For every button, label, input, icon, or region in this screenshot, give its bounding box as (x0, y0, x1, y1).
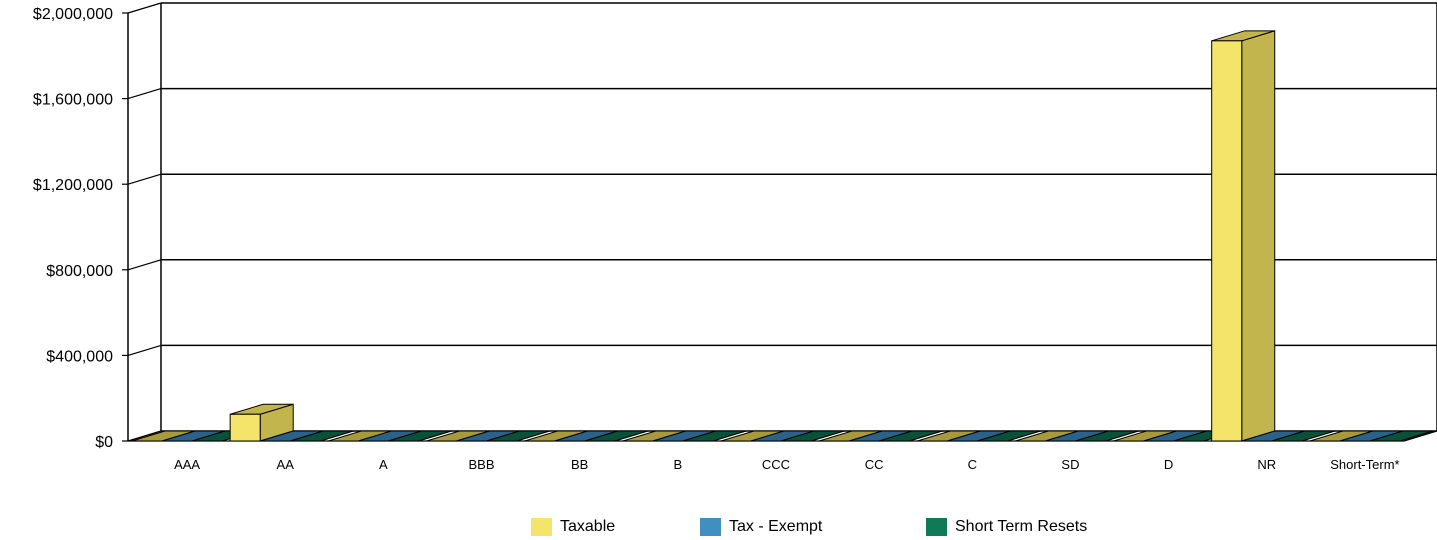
chart-walls (127, 3, 1437, 441)
floor-right-edge (1403, 430, 1437, 442)
gridline-depth (127, 173, 162, 185)
y-tick-label: $0 (95, 434, 113, 451)
bar-top (1369, 430, 1434, 442)
legend-label-short-term-resets: Short Term Resets (955, 518, 1088, 535)
bar-top (290, 430, 354, 442)
x-tick-label: C (968, 457, 977, 472)
x-tick-label: AA (277, 457, 295, 472)
x-axis-ticks: AAA AA A BBB BB B CCC CC C SD D NR Short-Term* (174, 457, 1400, 472)
gridline-depth (127, 344, 162, 356)
y-tick-label: $400,000 (46, 348, 113, 365)
x-tick-label: AAA (174, 457, 200, 472)
bar-top (780, 430, 845, 442)
bar-top (1075, 430, 1139, 442)
x-tick-label: Short-Term* (1330, 457, 1399, 472)
gridline-depth (127, 88, 162, 100)
bar-chart: $0 $400,000 $800,000 $1,200,000 $1,600,000 $2… (33, 2, 1437, 472)
legend-item-taxable: Taxable (531, 516, 615, 538)
x-tick-label: B (674, 457, 683, 472)
y-tick-label: $1,200,000 (33, 177, 113, 194)
x-tick-label: SD (1061, 457, 1079, 472)
legend-swatch-short-term-resets (926, 518, 947, 536)
bar-side (1241, 30, 1276, 442)
bar (229, 413, 261, 442)
x-tick-label: D (1164, 457, 1173, 472)
y-axis-ticks: $0 $400,000 $800,000 $1,200,000 $1,600,000 $2… (33, 6, 128, 451)
legend-label-tax-exempt: Tax - Exempt (729, 518, 823, 535)
y-tick-label: $1,600,000 (33, 92, 113, 109)
legend-item-tax-exempt: Tax - Exempt (700, 516, 822, 538)
x-tick-label: NR (1257, 457, 1276, 472)
y-tick-label: $800,000 (46, 263, 113, 280)
bar-top (486, 430, 550, 442)
gridline-depth (127, 259, 162, 271)
x-tick-label: CCC (762, 457, 790, 472)
x-tick-label: BBB (469, 457, 495, 472)
bars (131, 30, 1434, 442)
x-tick-label: BB (571, 457, 588, 472)
legend: Taxable Tax - Exempt Short Term Resets (0, 508, 1437, 540)
legend-label-taxable: Taxable (560, 518, 616, 535)
gridline-depth (127, 430, 162, 442)
bar-top (388, 430, 452, 442)
y-tick-label: $2,000,000 (33, 6, 113, 23)
legend-item-short-term-resets: Short Term Resets (926, 516, 1087, 538)
bar (1211, 40, 1243, 442)
bar-top (584, 430, 648, 442)
bar-top (1271, 430, 1335, 442)
bar-top (977, 430, 1041, 442)
legend-swatch-taxable (531, 518, 552, 536)
bar-top (682, 430, 747, 442)
gridline-depth (127, 2, 162, 14)
x-tick-label: A (379, 457, 388, 472)
bar-top (879, 430, 943, 442)
x-tick-label: CC (865, 457, 884, 472)
legend-swatch-tax-exempt (700, 518, 721, 536)
